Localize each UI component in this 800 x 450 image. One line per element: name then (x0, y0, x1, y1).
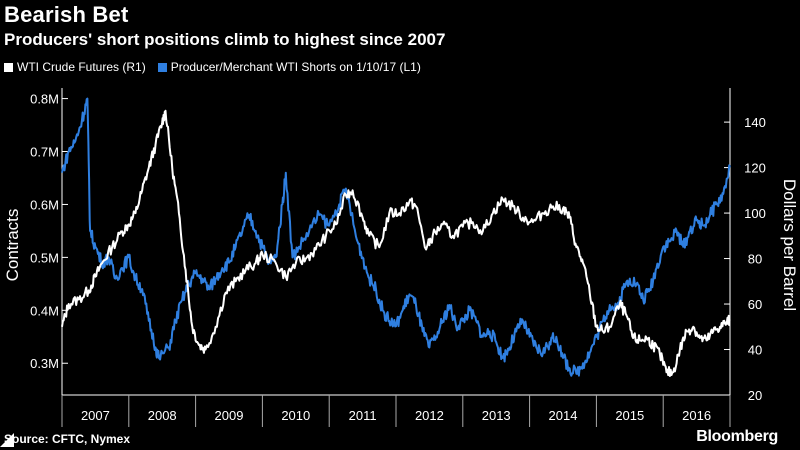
x-tick-label: 2010 (281, 408, 310, 423)
x-tick-label: 2016 (682, 408, 711, 423)
left-tick-label: 0.3M (30, 356, 59, 371)
x-tick-label: 2008 (148, 408, 177, 423)
right-tick-label: 120 (744, 161, 766, 176)
x-tick-label: 2013 (482, 408, 511, 423)
x-tick-label: 2009 (215, 408, 244, 423)
left-tick-label: 0.4M (30, 303, 59, 318)
bloomberg-mark-icon (0, 433, 14, 447)
chart-subtitle: Producers' short positions climb to high… (4, 30, 446, 49)
right-tick-label: 20 (748, 388, 762, 403)
x-tick-label: 2015 (615, 408, 644, 423)
series-lines (61, 97, 731, 377)
left-tick-label: 0.8M (30, 92, 59, 107)
x-axis: 2007 2008 2009 2010 2011 2012 2013 2014 2015 2016 (61, 394, 731, 427)
left-tick-label: 0.5M (30, 250, 59, 265)
legend-item-shorts: Producer/Merchant WTI Shorts on 1/10/17 … (157, 60, 421, 74)
left-tick-label: 0.6M (30, 197, 59, 212)
chart-title: Bearish Bet (4, 2, 129, 27)
legend-label-wti: WTI Crude Futures (R1) (17, 60, 146, 74)
right-tick-label: 40 (748, 343, 762, 358)
right-tick-label: 140 (744, 115, 766, 130)
source-note: Source: CFTC, Nymex (4, 432, 131, 446)
bloomberg-logo: Bloomberg (696, 428, 778, 445)
right-tick-label: 80 (748, 252, 762, 267)
right-axis: 20 40 60 80 100 120 140 (724, 88, 766, 403)
legend-swatch-wti (4, 62, 13, 72)
y-axis-label: Contracts (3, 209, 22, 282)
x-tick-label: 2007 (81, 408, 110, 423)
left-axis: 0.3M 0.4M 0.5M 0.6M 0.7M 0.8M (30, 88, 68, 395)
legend: WTI Crude Futures (R1) Producer/Merchant… (4, 60, 427, 74)
left-tick-label: 0.7M (30, 145, 59, 160)
legend-item-wti: WTI Crude Futures (R1) (4, 60, 146, 74)
series-line-wti (61, 109, 731, 377)
y2-axis-label: Dollars per Barrel (780, 179, 799, 311)
legend-swatch-shorts (157, 62, 167, 72)
x-tick-label: 2012 (415, 408, 444, 423)
x-tick-label: 2014 (549, 408, 578, 423)
right-tick-label: 100 (744, 206, 766, 221)
right-tick-label: 60 (748, 297, 762, 312)
series-line-shorts (61, 97, 731, 377)
x-tick-label: 2011 (349, 408, 377, 423)
legend-label-shorts: Producer/Merchant WTI Shorts on 1/10/17 … (170, 60, 421, 74)
